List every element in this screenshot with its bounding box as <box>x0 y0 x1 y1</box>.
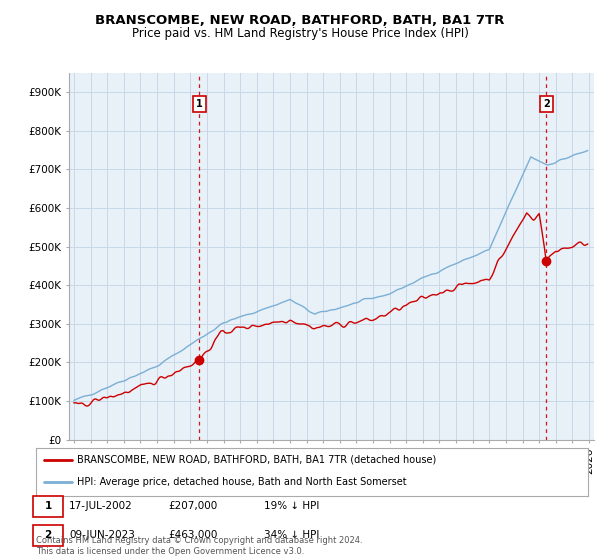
Text: BRANSCOMBE, NEW ROAD, BATHFORD, BATH, BA1 7TR (detached house): BRANSCOMBE, NEW ROAD, BATHFORD, BATH, BA… <box>77 455 437 465</box>
Text: 19% ↓ HPI: 19% ↓ HPI <box>264 501 319 511</box>
Text: 2: 2 <box>543 99 550 109</box>
Text: 34% ↓ HPI: 34% ↓ HPI <box>264 530 319 540</box>
Text: Contains HM Land Registry data © Crown copyright and database right 2024.
This d: Contains HM Land Registry data © Crown c… <box>36 536 362 556</box>
Text: HPI: Average price, detached house, Bath and North East Somerset: HPI: Average price, detached house, Bath… <box>77 477 407 487</box>
Text: 09-JUN-2023: 09-JUN-2023 <box>69 530 135 540</box>
Text: 1: 1 <box>44 501 52 511</box>
Text: 17-JUL-2002: 17-JUL-2002 <box>69 501 133 511</box>
Text: BRANSCOMBE, NEW ROAD, BATHFORD, BATH, BA1 7TR: BRANSCOMBE, NEW ROAD, BATHFORD, BATH, BA… <box>95 14 505 27</box>
Text: 2: 2 <box>44 530 52 540</box>
Text: £463,000: £463,000 <box>168 530 217 540</box>
Text: Price paid vs. HM Land Registry's House Price Index (HPI): Price paid vs. HM Land Registry's House … <box>131 27 469 40</box>
Text: 1: 1 <box>196 99 203 109</box>
Text: £207,000: £207,000 <box>168 501 217 511</box>
